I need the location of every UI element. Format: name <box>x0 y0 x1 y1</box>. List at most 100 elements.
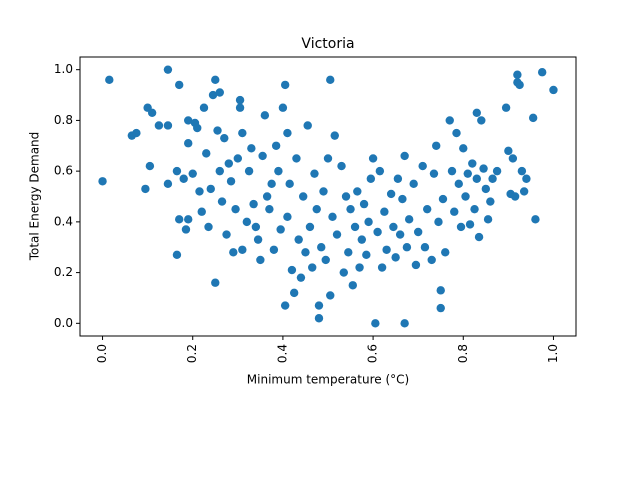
point <box>303 121 312 130</box>
point <box>145 161 155 171</box>
point <box>283 212 292 221</box>
y-tick-label: 1.0 <box>54 62 73 76</box>
point <box>450 207 459 216</box>
point <box>163 179 173 189</box>
point <box>105 75 114 85</box>
point <box>445 116 454 125</box>
point <box>280 301 290 310</box>
point <box>492 166 502 176</box>
point <box>398 194 407 204</box>
point <box>375 166 385 176</box>
point <box>310 169 319 178</box>
point <box>249 199 258 209</box>
point <box>423 204 432 214</box>
point <box>332 230 342 239</box>
point <box>483 215 493 224</box>
point <box>359 199 369 209</box>
point <box>477 116 486 125</box>
point <box>510 192 520 201</box>
point <box>368 154 378 163</box>
point <box>314 314 324 323</box>
point <box>409 179 418 189</box>
point <box>474 232 484 242</box>
point <box>513 70 522 79</box>
point <box>330 131 339 140</box>
point <box>193 123 202 133</box>
point <box>211 75 220 85</box>
point <box>314 301 324 310</box>
point <box>265 204 274 214</box>
point <box>233 154 243 163</box>
point <box>508 154 518 163</box>
point <box>517 166 527 176</box>
point <box>175 80 184 90</box>
point <box>276 225 285 234</box>
point <box>348 281 357 290</box>
point <box>251 222 261 232</box>
point <box>411 260 421 270</box>
point <box>141 184 150 194</box>
point <box>436 303 445 313</box>
point <box>463 169 472 178</box>
point <box>528 113 538 123</box>
point <box>256 255 265 265</box>
point <box>353 187 362 196</box>
point <box>217 197 227 206</box>
y-axis-label: Total Energy Demand <box>28 132 42 262</box>
point <box>294 235 303 244</box>
point <box>441 248 450 257</box>
point <box>395 230 405 239</box>
point <box>337 161 346 171</box>
point <box>468 159 477 168</box>
chart-title: Victoria <box>301 36 354 52</box>
point <box>339 268 348 277</box>
point <box>386 189 396 199</box>
point <box>301 248 310 257</box>
point <box>292 154 301 163</box>
point <box>456 222 466 232</box>
point <box>244 166 254 176</box>
point <box>181 225 191 234</box>
point <box>269 245 279 254</box>
point <box>296 273 306 282</box>
point <box>299 192 308 201</box>
point <box>549 85 558 95</box>
point <box>465 220 475 229</box>
point <box>283 128 292 138</box>
point <box>238 245 247 254</box>
point <box>199 103 209 112</box>
point <box>211 278 220 287</box>
point <box>206 184 215 194</box>
point <box>154 121 164 130</box>
point <box>271 141 281 150</box>
point <box>235 95 245 105</box>
point <box>260 111 270 120</box>
point <box>253 235 263 244</box>
point <box>229 248 238 257</box>
point <box>172 250 182 260</box>
point <box>247 144 256 153</box>
point <box>98 177 107 186</box>
point <box>231 204 240 214</box>
point <box>371 319 380 328</box>
point <box>364 217 373 227</box>
y-tick-label: 0.4 <box>54 214 73 228</box>
point <box>197 207 206 216</box>
point <box>220 133 229 143</box>
point <box>486 197 495 206</box>
point <box>215 88 224 97</box>
point <box>531 215 540 224</box>
point <box>501 103 511 112</box>
point <box>438 194 448 204</box>
point <box>391 253 400 262</box>
point <box>184 139 193 148</box>
point <box>429 169 439 178</box>
point <box>326 291 335 300</box>
point <box>459 144 468 153</box>
point <box>179 174 188 183</box>
point <box>235 103 245 112</box>
point <box>285 179 294 189</box>
x-tick-label: 0.8 <box>456 344 470 363</box>
